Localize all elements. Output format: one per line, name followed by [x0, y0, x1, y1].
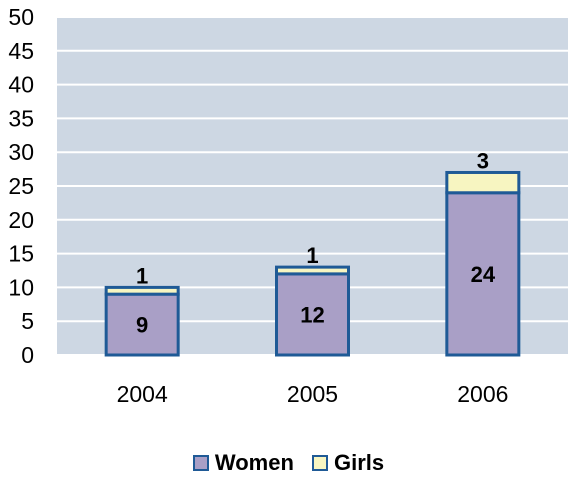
bar-women-2005	[275, 272, 350, 357]
legend-swatch-girls	[312, 455, 329, 471]
data-label-women: 12	[300, 302, 324, 327]
y-tick-label: 5	[21, 308, 34, 334]
bar-girls-2006	[445, 170, 521, 195]
legend: Women Girls	[0, 450, 577, 477]
y-tick-label: 10	[8, 274, 34, 300]
data-label-women: 24	[471, 262, 496, 287]
y-tick-label: 0	[21, 342, 34, 368]
legend-label-girls: Girls	[334, 450, 385, 475]
bar-women-2006	[445, 191, 521, 357]
y-tick-label: 35	[8, 105, 34, 131]
data-label-girls: 3	[477, 148, 489, 173]
x-tick-label: 2004	[117, 381, 168, 407]
y-tick-label: 30	[8, 139, 34, 165]
x-tick-label: 2006	[457, 381, 508, 407]
y-tick-label: 25	[8, 173, 34, 199]
x-tick-label: 2005	[287, 381, 338, 407]
y-tick-label: 40	[8, 72, 34, 98]
y-tick-label: 15	[8, 241, 34, 267]
y-tick-label: 20	[8, 207, 34, 233]
legend-label-women: Women	[214, 450, 294, 475]
bar-women-2004	[104, 292, 180, 357]
legend-swatch-women	[192, 455, 209, 471]
data-label-girls: 1	[136, 263, 148, 288]
y-tick-label: 45	[8, 38, 34, 64]
legend-item-girls: Girls	[312, 450, 384, 476]
legend-item-women: Women	[192, 450, 294, 476]
bar-girls-2004	[104, 285, 180, 296]
data-label-girls: 1	[306, 243, 318, 268]
y-tick-label: 50	[8, 4, 34, 30]
data-label-women: 9	[136, 313, 148, 338]
bar-girls-2005	[275, 265, 350, 276]
chart: 0 5 10 15 20 25 30 35 40 45 50 9 1 2004 12 1 2005 24 3 2006	[8, 4, 568, 407]
